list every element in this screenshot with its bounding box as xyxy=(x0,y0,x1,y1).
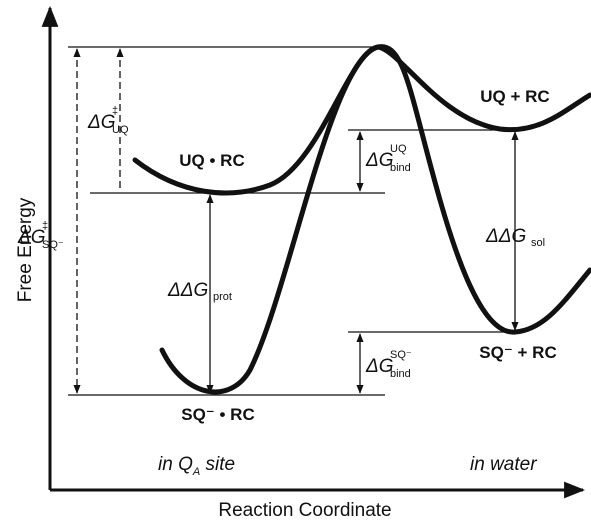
uq-water-curve xyxy=(375,44,591,133)
state-label: SQ⁻ + RC xyxy=(479,343,556,362)
arrows xyxy=(73,48,519,394)
region-labels: in QA site in water xyxy=(158,454,537,478)
energy-label: ΔG xyxy=(17,227,46,248)
x-label: Reaction Coordinate xyxy=(218,500,391,521)
energy-sub: bind xyxy=(390,368,411,380)
uq-site-curve xyxy=(132,44,381,196)
axes: Free Energy Reaction Coordinate xyxy=(15,5,586,521)
energy-label: ΔΔG xyxy=(485,226,526,247)
region-sub: A xyxy=(192,466,200,478)
energy-label: ΔG xyxy=(87,112,116,133)
energy-label: ΔG xyxy=(365,150,394,171)
energy-sup: ‡ xyxy=(112,105,118,117)
region-text: site xyxy=(200,454,235,475)
state-labels: UQ • RC SQ⁻ • RC UQ + RC SQ⁻ + RC xyxy=(179,87,556,424)
energy-sub: sol xyxy=(531,237,545,249)
energy-labels: ΔG ‡ UQ ΔG ‡ SQ⁻ ΔΔG prot ΔΔG sol ΔG UQ … xyxy=(17,105,545,380)
state-label: UQ + RC xyxy=(480,87,549,106)
region-label: in QA site xyxy=(158,454,235,478)
energy-sub: bind xyxy=(390,162,411,174)
state-label: UQ • RC xyxy=(179,151,244,170)
energy-label: ΔG xyxy=(365,356,394,377)
energy-label: ΔΔG xyxy=(167,280,208,301)
curves xyxy=(132,44,591,395)
state-label: SQ⁻ • RC xyxy=(181,405,255,424)
energy-sup: SQ⁻ xyxy=(390,349,412,361)
energy-sup: ‡ xyxy=(42,220,48,232)
energy-sub: UQ xyxy=(112,124,129,136)
energy-sub: prot xyxy=(213,291,232,303)
y-label: Free Energy xyxy=(15,197,36,302)
energy-sup: UQ xyxy=(390,143,407,155)
region-text: in Q xyxy=(158,454,193,475)
region-label: in water xyxy=(470,454,537,475)
energy-sub: SQ⁻ xyxy=(42,239,64,251)
levels xyxy=(68,46,515,396)
